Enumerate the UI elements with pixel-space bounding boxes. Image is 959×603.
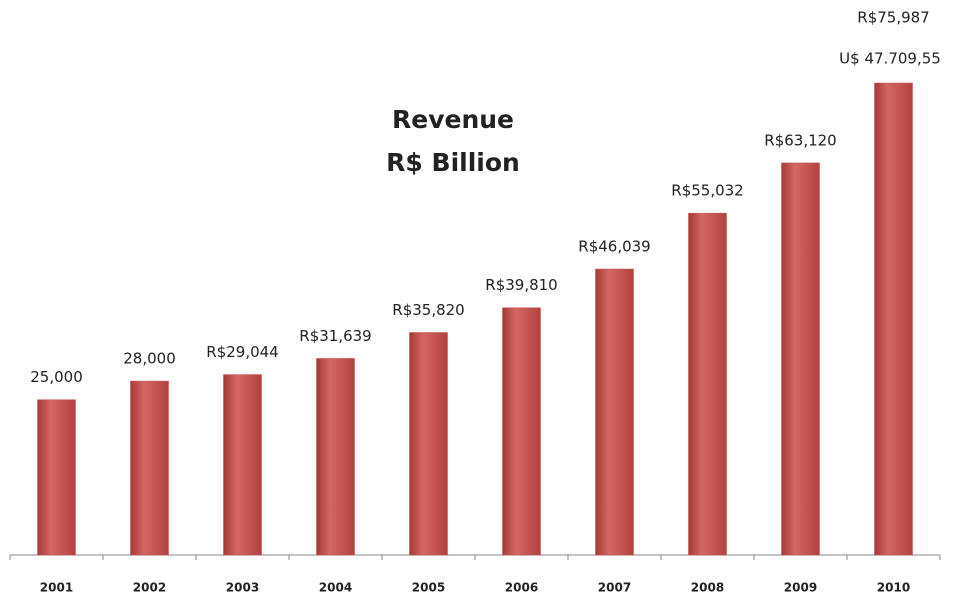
bar <box>37 399 76 556</box>
x-tick-label: 2008 <box>691 581 724 595</box>
value-label: 25,000 <box>30 368 83 386</box>
value-label: R$31,639 <box>299 327 371 345</box>
x-tick-label: 2006 <box>505 581 538 595</box>
bar <box>409 332 448 556</box>
x-tick-label: 2001 <box>40 581 73 595</box>
bar <box>130 380 169 556</box>
value-label: 28,000 <box>123 350 176 368</box>
chart-title: Revenue <box>392 105 514 134</box>
value-label: R$75,987 <box>857 9 929 27</box>
value-label: R$35,820 <box>392 301 464 319</box>
annotation: U$ 47.709,55 <box>839 50 941 68</box>
chart-subtitle: R$ Billion <box>386 148 520 177</box>
x-tick-label: 2004 <box>319 581 352 595</box>
value-label: R$63,120 <box>764 131 836 149</box>
value-label: R$39,810 <box>485 276 557 294</box>
bar <box>502 307 541 556</box>
value-label: R$29,044 <box>206 343 278 361</box>
bar <box>223 374 262 556</box>
x-tick-label: 2009 <box>784 581 817 595</box>
x-tick-label: 2002 <box>133 581 166 595</box>
bar <box>595 268 634 556</box>
x-tick-label: 2003 <box>226 581 259 595</box>
bar <box>874 82 913 556</box>
bar <box>316 358 355 556</box>
value-label: R$55,032 <box>671 182 743 200</box>
bar <box>781 162 820 556</box>
value-label: R$46,039 <box>578 238 650 256</box>
x-tick-label: 2005 <box>412 581 445 595</box>
x-tick-label: 2007 <box>598 581 631 595</box>
x-tick-label: 2010 <box>877 581 910 595</box>
bar <box>688 212 727 556</box>
